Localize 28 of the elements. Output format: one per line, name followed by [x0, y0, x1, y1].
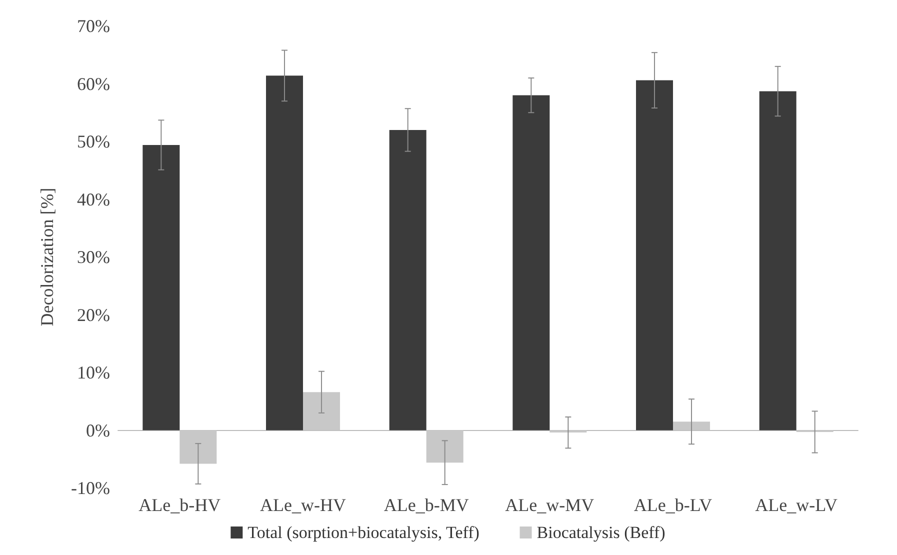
x-tick-label: ALe_b-LV: [634, 495, 712, 515]
bar: [142, 144, 180, 430]
x-tick-label: ALe_w-LV: [755, 495, 838, 515]
bar: [303, 392, 340, 430]
y-tick-label: 40%: [77, 189, 110, 210]
bar: [180, 430, 217, 464]
bar: [426, 430, 464, 463]
y-tick-label: 30%: [77, 247, 110, 267]
y-tick-label: 70%: [77, 16, 110, 36]
y-tick-label: 60%: [77, 74, 110, 94]
bar: [512, 95, 550, 430]
bar: [759, 91, 796, 430]
y-tick-label: 0%: [86, 420, 110, 440]
bar: [266, 76, 303, 430]
bar: [389, 130, 426, 430]
x-tick-label: ALe_b-HV: [138, 495, 221, 515]
legend-label: Biocatalysis (Beff): [536, 523, 666, 542]
y-axis-title: Decolorization [%]: [37, 188, 57, 326]
legend-label: Total (sorption+biocatalysis, Teff): [248, 523, 480, 542]
bar: [673, 422, 710, 430]
y-tick-label: 50%: [77, 132, 110, 152]
y-tick-label: 10%: [77, 362, 110, 382]
bar: [636, 80, 673, 430]
y-tick-label: 20%: [77, 304, 110, 325]
y-tick-label: -10%: [71, 478, 110, 498]
x-tick-label: ALe_w-HV: [260, 495, 346, 515]
x-tick-label: ALe_w-MV: [505, 495, 594, 515]
x-tick-label: ALe_b-MV: [384, 495, 469, 515]
